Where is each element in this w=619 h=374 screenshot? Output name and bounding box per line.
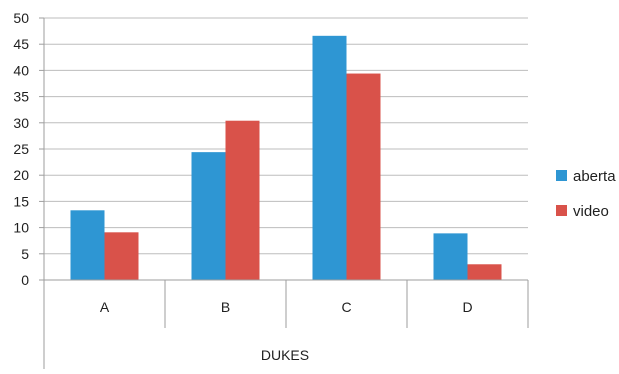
y-tick-label: 20 bbox=[13, 167, 29, 183]
bar-video-D bbox=[467, 264, 502, 280]
bar-aberta-A bbox=[70, 210, 105, 280]
legend-swatch-video bbox=[556, 205, 567, 216]
x-axis-title: DUKES bbox=[261, 347, 309, 363]
legend-label-aberta: aberta bbox=[573, 168, 616, 185]
x-category-label: D bbox=[462, 299, 472, 315]
y-tick-label: 50 bbox=[13, 10, 29, 26]
bar-aberta-C bbox=[312, 35, 347, 281]
gridlines bbox=[44, 17, 528, 255]
x-axis-categories: A B C D bbox=[100, 280, 529, 328]
x-category-label: A bbox=[100, 299, 110, 315]
legend-swatch-aberta bbox=[556, 170, 567, 181]
bar-aberta-B bbox=[191, 152, 226, 280]
bar-video-C bbox=[346, 73, 381, 280]
y-tick-label: 30 bbox=[13, 115, 29, 131]
y-tick-label: 5 bbox=[21, 246, 29, 262]
y-tick-label: 45 bbox=[13, 36, 29, 52]
y-tick-label: 10 bbox=[13, 220, 29, 236]
y-tick-label: 15 bbox=[13, 193, 29, 209]
bars bbox=[70, 35, 502, 281]
legend-label-video: video bbox=[573, 203, 609, 220]
y-tick-label: 40 bbox=[13, 62, 29, 78]
x-category-label: C bbox=[341, 299, 351, 315]
y-tick-label: 0 bbox=[21, 272, 29, 288]
bar-video-B bbox=[225, 120, 260, 280]
bar-video-A bbox=[104, 232, 139, 280]
y-tick-label: 25 bbox=[13, 141, 29, 157]
y-axis-ticks: 0 5 10 15 20 25 30 35 40 45 50 bbox=[13, 10, 29, 288]
y-tick-label: 35 bbox=[13, 89, 29, 105]
x-category-label: B bbox=[221, 299, 230, 315]
bar-aberta-D bbox=[433, 233, 468, 280]
legend: aberta video bbox=[556, 168, 616, 220]
